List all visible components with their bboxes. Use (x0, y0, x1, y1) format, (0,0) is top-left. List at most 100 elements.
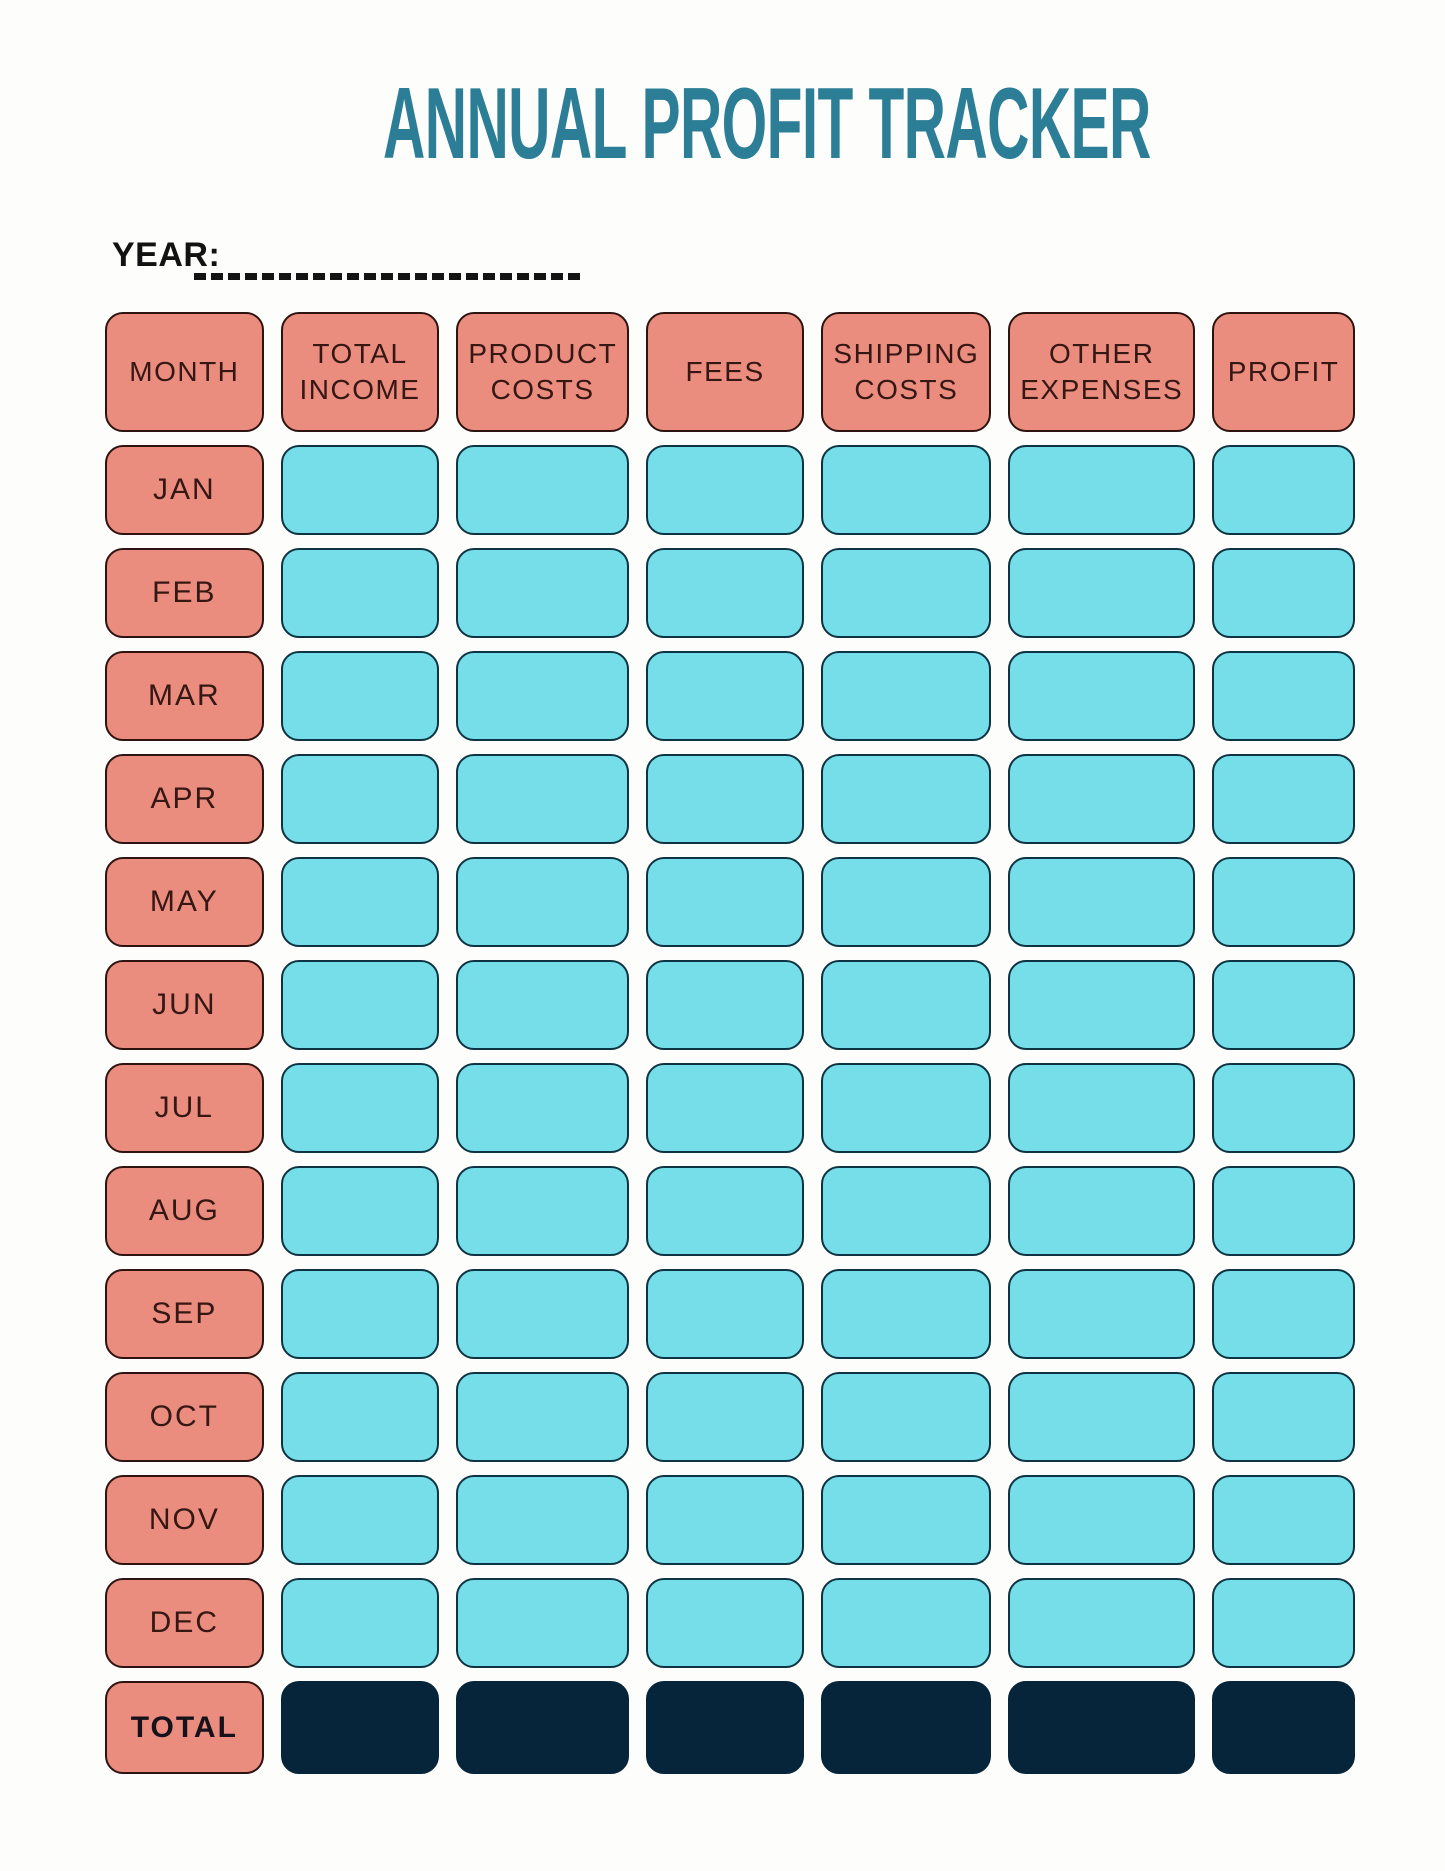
cell-apr-fees[interactable] (645, 754, 805, 844)
cell-oct-other-expenses[interactable] (1008, 1372, 1196, 1462)
cell-sep-shipping-costs[interactable] (821, 1269, 992, 1359)
page-header: ANNUAL PROFIT TRACKER (105, 74, 1355, 175)
column-header-fees: FEES (645, 312, 805, 432)
cell-jan-fees[interactable] (645, 445, 805, 535)
cell-dec-shipping-costs[interactable] (821, 1578, 992, 1668)
cell-sep-product-costs[interactable] (456, 1269, 629, 1359)
column-header-month: MONTH (105, 312, 264, 432)
year-section: YEAR: (112, 236, 580, 284)
cell-jun-profit[interactable] (1212, 960, 1355, 1050)
cell-feb-total-income[interactable] (280, 548, 440, 638)
row-header-mar: MAR (105, 651, 264, 741)
cell-sep-fees[interactable] (645, 1269, 805, 1359)
cell-may-profit[interactable] (1212, 857, 1355, 947)
row-header-jun: JUN (105, 960, 264, 1050)
cell-mar-fees[interactable] (645, 651, 805, 741)
cell-nov-total-income[interactable] (280, 1475, 440, 1565)
total-cell-total-income[interactable] (280, 1681, 440, 1774)
cell-dec-profit[interactable] (1212, 1578, 1355, 1668)
cell-feb-shipping-costs[interactable] (821, 548, 992, 638)
cell-nov-product-costs[interactable] (456, 1475, 629, 1565)
cell-aug-other-expenses[interactable] (1008, 1166, 1196, 1256)
cell-dec-fees[interactable] (645, 1578, 805, 1668)
cell-jun-total-income[interactable] (280, 960, 440, 1050)
cell-mar-total-income[interactable] (280, 651, 440, 741)
cell-dec-product-costs[interactable] (456, 1578, 629, 1668)
cell-may-total-income[interactable] (280, 857, 440, 947)
year-label: YEAR: (112, 236, 221, 274)
cell-jul-product-costs[interactable] (456, 1063, 629, 1153)
cell-may-shipping-costs[interactable] (821, 857, 992, 947)
row-header-jan: JAN (105, 445, 264, 535)
cell-aug-shipping-costs[interactable] (821, 1166, 992, 1256)
cell-dec-total-income[interactable] (280, 1578, 440, 1668)
cell-may-product-costs[interactable] (456, 857, 629, 947)
cell-oct-shipping-costs[interactable] (821, 1372, 992, 1462)
column-header-other-expenses: OTHER EXPENSES (1008, 312, 1196, 432)
cell-mar-product-costs[interactable] (456, 651, 629, 741)
cell-feb-product-costs[interactable] (456, 548, 629, 638)
cell-may-other-expenses[interactable] (1008, 857, 1196, 947)
cell-apr-other-expenses[interactable] (1008, 754, 1196, 844)
row-header-oct: OCT (105, 1372, 264, 1462)
page-title: ANNUAL PROFIT TRACKER (382, 68, 1151, 180)
cell-aug-fees[interactable] (645, 1166, 805, 1256)
cell-jun-fees[interactable] (645, 960, 805, 1050)
total-row-header: TOTAL (105, 1681, 264, 1774)
column-header-shipping-costs: SHIPPING COSTS (821, 312, 992, 432)
cell-sep-profit[interactable] (1212, 1269, 1355, 1359)
column-header-total-income: TOTAL INCOME (280, 312, 440, 432)
cell-apr-profit[interactable] (1212, 754, 1355, 844)
cell-dec-other-expenses[interactable] (1008, 1578, 1196, 1668)
total-cell-profit[interactable] (1212, 1681, 1355, 1774)
cell-jul-shipping-costs[interactable] (821, 1063, 992, 1153)
cell-oct-total-income[interactable] (280, 1372, 440, 1462)
cell-nov-fees[interactable] (645, 1475, 805, 1565)
cell-mar-other-expenses[interactable] (1008, 651, 1196, 741)
cell-nov-shipping-costs[interactable] (821, 1475, 992, 1565)
cell-feb-other-expenses[interactable] (1008, 548, 1196, 638)
cell-feb-profit[interactable] (1212, 548, 1355, 638)
cell-jan-total-income[interactable] (280, 445, 440, 535)
cell-apr-product-costs[interactable] (456, 754, 629, 844)
cell-sep-other-expenses[interactable] (1008, 1269, 1196, 1359)
cell-jul-profit[interactable] (1212, 1063, 1355, 1153)
cell-apr-shipping-costs[interactable] (821, 754, 992, 844)
cell-apr-total-income[interactable] (280, 754, 440, 844)
cell-sep-total-income[interactable] (280, 1269, 440, 1359)
row-header-feb: FEB (105, 548, 264, 638)
cell-jan-profit[interactable] (1212, 445, 1355, 535)
cell-oct-fees[interactable] (645, 1372, 805, 1462)
row-header-dec: DEC (105, 1578, 264, 1668)
cell-jan-product-costs[interactable] (456, 445, 629, 535)
cell-jul-other-expenses[interactable] (1008, 1063, 1196, 1153)
total-cell-product-costs[interactable] (456, 1681, 629, 1774)
row-header-jul: JUL (105, 1063, 264, 1153)
cell-jun-other-expenses[interactable] (1008, 960, 1196, 1050)
cell-mar-profit[interactable] (1212, 651, 1355, 741)
row-header-apr: APR (105, 754, 264, 844)
cell-aug-total-income[interactable] (280, 1166, 440, 1256)
cell-mar-shipping-costs[interactable] (821, 651, 992, 741)
total-cell-other-expenses[interactable] (1008, 1681, 1196, 1774)
row-header-nov: NOV (105, 1475, 264, 1565)
row-header-aug: AUG (105, 1166, 264, 1256)
cell-oct-product-costs[interactable] (456, 1372, 629, 1462)
cell-nov-other-expenses[interactable] (1008, 1475, 1196, 1565)
cell-jul-fees[interactable] (645, 1063, 805, 1153)
cell-nov-profit[interactable] (1212, 1475, 1355, 1565)
cell-jun-product-costs[interactable] (456, 960, 629, 1050)
cell-jul-total-income[interactable] (280, 1063, 440, 1153)
year-input-line[interactable] (194, 273, 580, 280)
cell-jan-other-expenses[interactable] (1008, 445, 1196, 535)
cell-oct-profit[interactable] (1212, 1372, 1355, 1462)
cell-jun-shipping-costs[interactable] (821, 960, 992, 1050)
total-cell-fees[interactable] (645, 1681, 805, 1774)
cell-aug-profit[interactable] (1212, 1166, 1355, 1256)
cell-may-fees[interactable] (645, 857, 805, 947)
cell-aug-product-costs[interactable] (456, 1166, 629, 1256)
total-cell-shipping-costs[interactable] (821, 1681, 992, 1774)
cell-jan-shipping-costs[interactable] (821, 445, 992, 535)
cell-feb-fees[interactable] (645, 548, 805, 638)
row-header-sep: SEP (105, 1269, 264, 1359)
